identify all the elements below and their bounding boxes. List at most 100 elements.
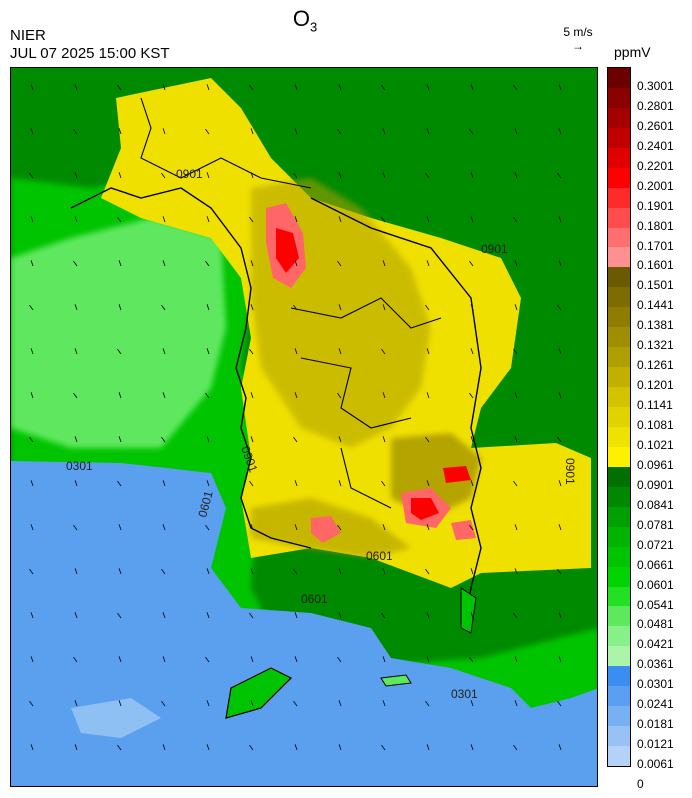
wind-arrow-icon	[74, 700, 78, 707]
wind-arrow-icon	[558, 392, 562, 399]
legend-color-swatch	[608, 367, 630, 388]
contour-label: 0301	[66, 459, 93, 473]
legend-tick-label: 0.1901	[637, 198, 674, 213]
wind-arrow-icon	[30, 348, 34, 355]
legend-color-swatch	[608, 187, 630, 209]
legend-color-swatch	[608, 227, 630, 248]
legend-color-swatch	[608, 526, 630, 548]
wind-arrow-icon	[162, 216, 166, 223]
coastline-north	[70, 187, 312, 549]
wind-arrow-icon	[426, 216, 430, 223]
wind-arrow-icon	[338, 568, 342, 575]
wind-arrow-icon	[338, 172, 342, 179]
wind-arrow-icon	[470, 304, 474, 311]
wind-arrow-icon	[293, 304, 298, 311]
wind-arrow-icon	[30, 260, 34, 267]
wind-arrow-icon	[469, 392, 474, 399]
legend-color-swatch	[608, 87, 630, 109]
wind-arrow-icon	[426, 612, 430, 619]
wind-arrow-icon	[117, 348, 122, 355]
wind-arrow-icon	[514, 304, 518, 311]
legend-color-swatch	[608, 486, 630, 508]
wind-arrow-icon	[382, 568, 386, 575]
legend-tick-label: 0.0361	[637, 657, 674, 672]
wind-arrow-icon	[206, 216, 210, 223]
wind-arrow-icon	[425, 700, 430, 707]
wind-arrow-icon	[294, 128, 298, 135]
wind-arrow-icon	[338, 744, 342, 751]
wind-arrow-icon	[30, 480, 34, 487]
wind-arrow-icon	[558, 612, 562, 619]
legend-tick-label: 0.0061	[637, 757, 674, 772]
wind-arrow-icon	[514, 568, 518, 575]
wind-arrow-icon	[338, 612, 342, 619]
wind-arrow-icon	[205, 392, 210, 399]
chart-title: O3	[292, 6, 318, 35]
legend-color-swatch	[608, 706, 630, 727]
wind-arrow-icon	[206, 304, 210, 311]
wind-arrow-icon	[118, 436, 122, 443]
legend-tick-label: 0.0541	[637, 597, 674, 612]
wind-arrow-icon	[338, 700, 342, 707]
wind-arrow-icon	[162, 656, 166, 663]
wind-arrow-icon	[469, 128, 474, 135]
wind-arrow-icon	[74, 348, 78, 355]
legend-tick-label: 0.0421	[637, 637, 674, 652]
wind-arrow-icon	[250, 260, 254, 267]
units-label: ppmV	[614, 44, 651, 60]
wind-arrow-icon	[206, 436, 210, 443]
wind-arrow-icon	[293, 700, 298, 707]
wind-arrow-icon	[118, 172, 122, 179]
wind-arrow-icon	[337, 260, 342, 267]
legend-color-swatch	[608, 726, 630, 747]
hotspot-east	[443, 466, 471, 483]
legend-tick-label: 0	[637, 777, 644, 791]
wind-arrow-icon	[338, 216, 342, 223]
wind-arrow-icon	[294, 216, 298, 223]
wind-arrow-icon	[118, 128, 122, 135]
wind-arrow-icon	[513, 744, 518, 751]
wind-arrow-icon	[338, 480, 342, 487]
wind-arrow-icon	[293, 436, 298, 443]
wind-arrow-icon	[381, 84, 386, 91]
wind-arrow-icon	[29, 304, 34, 311]
wind-arrow-icon	[30, 84, 34, 91]
wind-arrow-icon	[161, 304, 166, 311]
legend-color-swatch	[608, 107, 630, 129]
wind-arrow-icon	[558, 348, 562, 355]
wind-arrow-icon	[426, 84, 430, 91]
legend-color-swatch	[608, 666, 630, 687]
hotspot-north-core	[276, 228, 299, 273]
wind-arrow-icon	[162, 612, 166, 619]
agency-label: NIER	[10, 27, 46, 44]
legend-color-swatch	[608, 307, 630, 328]
legend-color-swatch	[608, 167, 630, 189]
wind-arrow-icon	[30, 656, 34, 663]
ozone-map: 0901 0901 0901 0901 0301 0301 0601 0601 …	[10, 67, 598, 787]
wind-arrow-icon	[74, 568, 78, 575]
wind-reference: 5 m/s →	[556, 25, 600, 53]
wind-arrow-icon	[73, 128, 78, 135]
wind-arrow-icon	[338, 304, 342, 311]
wind-arrow-icon	[206, 84, 210, 91]
wind-arrow-icon	[514, 700, 518, 707]
wind-arrow-icon	[30, 216, 34, 223]
wind-arrow-icon	[294, 392, 298, 399]
wind-arrow-icon	[470, 744, 474, 751]
wind-arrow-icon	[73, 524, 78, 531]
wind-arrow-icon	[514, 260, 518, 267]
wind-arrow-icon	[514, 436, 518, 443]
wind-arrow-icon	[161, 436, 166, 443]
wind-arrow-icon	[117, 216, 122, 223]
legend-color-swatch	[608, 746, 630, 767]
wind-arrow-icon	[382, 700, 386, 707]
legend-color-swatch	[608, 407, 630, 428]
wind-arrow-icon	[293, 172, 298, 179]
wind-arrow-icon	[205, 128, 210, 135]
legend-color-swatch	[608, 426, 630, 448]
wind-arrow-icon	[162, 524, 166, 531]
wind-arrow-icon	[162, 348, 166, 355]
wind-arrow-icon	[382, 656, 386, 663]
wind-arrow-icon	[118, 700, 122, 707]
wind-arrow-icon	[470, 172, 474, 179]
